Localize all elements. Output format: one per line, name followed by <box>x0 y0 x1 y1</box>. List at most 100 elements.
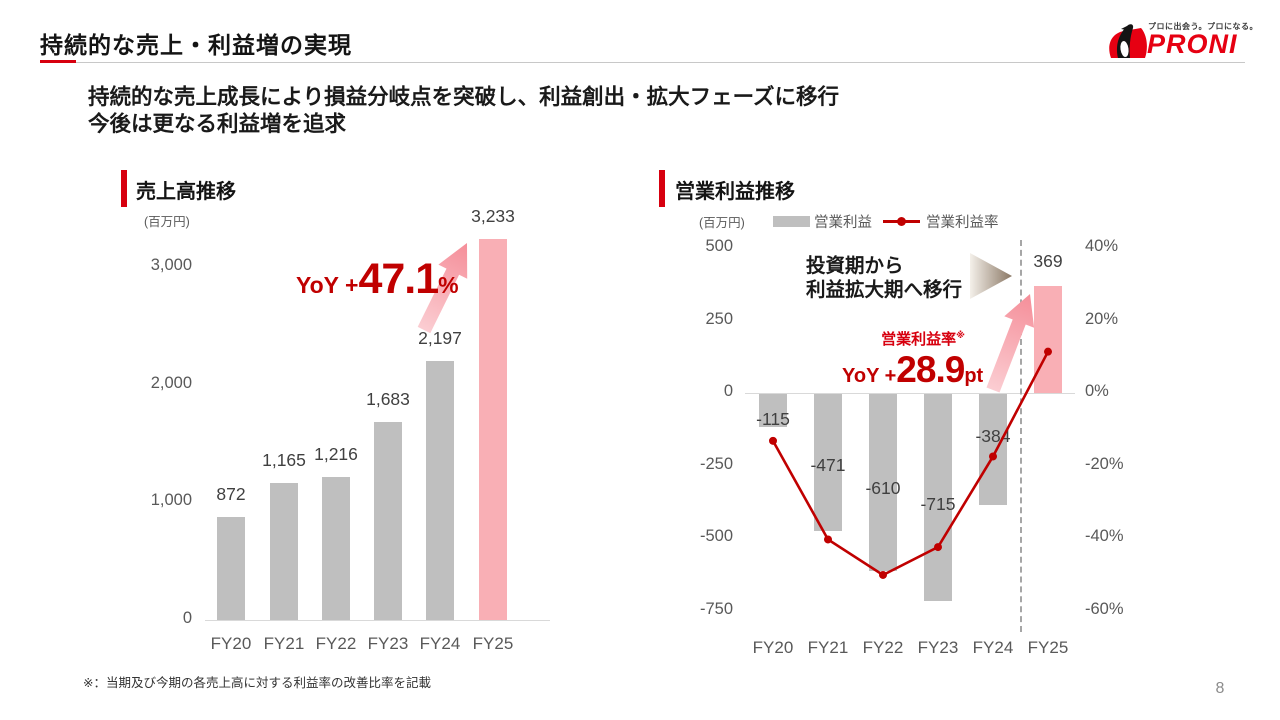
op-bar-FY24 <box>979 394 1007 506</box>
op-yoy-prefix: YoY + <box>842 365 897 387</box>
op-bar-value-FY24: -384 <box>975 426 1011 446</box>
revenue-bar-value-FY23: 1,683 <box>366 388 410 409</box>
op-right-ytick-0%: 0% <box>1085 382 1109 400</box>
revenue-chart-title-accent-bar <box>121 170 127 207</box>
operating-margin-point-FY21 <box>824 535 832 544</box>
op-xlabel-FY20: FY20 <box>752 638 794 657</box>
legend-line-sample <box>883 217 920 226</box>
op-right-ytick-40%: 40% <box>1085 237 1119 255</box>
op-right-ytick--60%: -60% <box>1085 599 1124 618</box>
logo-brand-text: PRONI <box>1147 29 1238 59</box>
revenue-ytick-3,000: 3,000 <box>150 255 192 274</box>
op-yoy-suffix: pt <box>964 365 984 387</box>
key-message-line2: 今後は更なる利益増を追求 <box>88 112 347 136</box>
phase-transition-triangle-icon <box>970 253 1012 299</box>
operating-margin-annotation-text: 営業利益率 <box>881 331 957 348</box>
op-yoy-annotation: YoY + 28.9 pt <box>842 349 983 391</box>
phase-transition-line1: 投資期から <box>806 255 904 277</box>
operating-margin-point-FY22 <box>879 570 887 579</box>
op-xlabel-FY22: FY22 <box>862 638 904 657</box>
op-bar-value-FY21: -471 <box>810 455 846 475</box>
op-left-ytick-0: 0 <box>723 382 733 400</box>
legend-line-label: 営業利益率 <box>926 215 999 231</box>
revenue-yoy-value: 47.1 <box>358 255 439 303</box>
op-bar-FY22 <box>869 394 897 571</box>
op-bar-value-FY20: -115 <box>756 409 790 429</box>
op-bar-value-FY22: -610 <box>865 478 901 498</box>
revenue-xlabel-FY20: FY20 <box>210 634 252 653</box>
revenue-bar-value-FY21: 1,165 <box>262 449 306 470</box>
op-right-ytick--20%: -20% <box>1085 454 1124 473</box>
revenue-xlabel-FY23: FY23 <box>367 634 409 653</box>
op-xlabel-FY21: FY21 <box>807 638 849 657</box>
operating-margin-point-FY23 <box>934 543 942 552</box>
legend-line-dot <box>897 217 906 226</box>
revenue-bar-FY25 <box>479 239 507 620</box>
operating-margin-annotation-label: 営業利益率※ <box>858 328 988 349</box>
operating-margin-point-FY24 <box>989 452 997 461</box>
revenue-bar-value-FY25: 3,233 <box>471 206 515 227</box>
revenue-ytick-2,000: 2,000 <box>150 373 192 392</box>
op-chart-title: 営業利益推移 <box>675 181 795 203</box>
op-right-ytick-20%: 20% <box>1085 309 1119 328</box>
revenue-bar-FY20 <box>217 517 245 620</box>
operating-margin-point-FY25 <box>1044 347 1052 356</box>
op-xlabel-FY25: FY25 <box>1027 638 1069 657</box>
op-yoy-value: 28.9 <box>896 349 965 390</box>
page-title: 持続的な売上・利益増の実現 <box>40 32 352 58</box>
op-bar-value-FY25: 369 <box>1033 251 1063 271</box>
logo-tagline: プロに出会う。プロになる。 <box>1148 22 1259 31</box>
key-message-line1: 持続的な売上成長により損益分岐点を突破し、利益創出・拡大フェーズに移行 <box>88 85 839 109</box>
revenue-chart-title: 売上高推移 <box>136 181 236 203</box>
footnote: ※：当期及び今期の各売上高に対する利益率の改善比率を記載 <box>83 676 431 690</box>
op-bar-FY25 <box>1034 285 1062 393</box>
operating-margin-point-FY20 <box>769 436 777 445</box>
revenue-bar-FY22 <box>322 476 350 620</box>
op-bar-FY23 <box>924 394 952 602</box>
op-left-ytick-250: 250 <box>705 309 733 328</box>
proni-penguin-logo-icon <box>1109 24 1147 58</box>
op-chart-title-accent-bar <box>659 170 665 207</box>
op-xlabel-FY24: FY24 <box>972 638 1014 657</box>
revenue-yoy-suffix: % <box>438 272 459 298</box>
op-left-ytick-500: 500 <box>705 237 733 255</box>
title-underline-gray <box>40 62 1245 63</box>
op-xlabel-FY23: FY23 <box>917 638 959 657</box>
revenue-ytick-0: 0 <box>182 609 192 627</box>
key-message: 持続的な売上成長により損益分岐点を突破し、利益創出・拡大フェーズに移行 今後は更… <box>88 84 839 138</box>
op-left-ytick--250: -250 <box>699 454 733 473</box>
op-growth-arrow-icon <box>986 294 1035 393</box>
revenue-bar-FY24 <box>426 361 454 620</box>
footnote-ref-mark: ※ <box>956 330 965 340</box>
op-chart-unit-label: (百万円) <box>699 216 745 230</box>
revenue-xlabel-FY24: FY24 <box>419 634 461 653</box>
op-left-ytick--750: -750 <box>699 599 733 618</box>
op-left-ytick--500: -500 <box>699 527 733 545</box>
phase-transition-note: 投資期から 利益拡大期へ移行 <box>806 255 962 302</box>
revenue-bar-FY23 <box>374 421 402 620</box>
revenue-xlabel-FY22: FY22 <box>315 634 357 653</box>
revenue-bar-FY21 <box>270 482 298 620</box>
revenue-x-axis-line <box>205 620 550 621</box>
op-bar-value-FY23: -715 <box>920 494 956 514</box>
revenue-yoy-prefix: YoY + <box>296 272 359 298</box>
revenue-xlabel-FY21: FY21 <box>263 634 305 653</box>
revenue-bar-value-FY22: 1,216 <box>314 443 358 464</box>
op-bar-FY20 <box>759 394 787 428</box>
phase-transition-line2: 利益拡大期へ移行 <box>806 278 963 301</box>
page-number: 8 <box>1215 680 1225 697</box>
legend-bar-label: 営業利益 <box>814 215 872 231</box>
revenue-yoy-annotation: YoY + 47.1 % <box>296 255 459 304</box>
revenue-chart-unit-label: (百万円) <box>144 215 190 229</box>
revenue-ytick-1,000: 1,000 <box>150 491 192 510</box>
revenue-bar-value-FY24: 2,197 <box>418 328 462 349</box>
revenue-bar-value-FY20: 872 <box>216 484 246 505</box>
fy25-divider-dashed-line <box>1020 240 1022 632</box>
legend-bar-swatch <box>773 216 810 227</box>
op-bar-FY21 <box>814 394 842 531</box>
title-underline-red-accent <box>40 60 76 63</box>
op-right-ytick--40%: -40% <box>1085 527 1124 545</box>
op-x-axis-line <box>745 393 1075 394</box>
revenue-xlabel-FY25: FY25 <box>472 634 514 653</box>
